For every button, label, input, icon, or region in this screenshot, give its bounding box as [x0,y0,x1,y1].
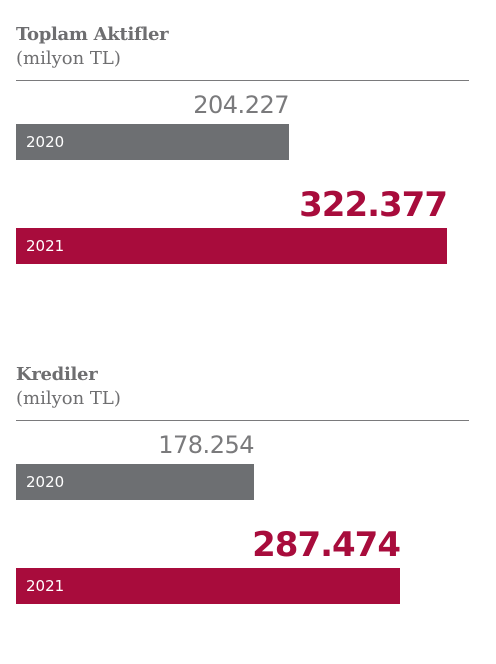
category-label-2021: 2021 [26,577,65,595]
value-label-2020: 204.227 [193,91,289,119]
category-label-2020: 2020 [26,473,65,491]
bar-plot: 178.254 2020 287.474 2021 [16,424,469,664]
value-label-2021: 322.377 [299,185,448,225]
chart-title: Krediler [16,364,98,385]
category-label-2021: 2021 [26,237,65,255]
value-label-2021: 287.474 [252,525,401,565]
chart-panel-toplam-aktifler: Toplam Aktifler (milyon TL) 204.227 2020 3… [16,24,469,324]
chart-unit: (milyon TL) [16,388,121,409]
divider-rule [16,80,469,81]
value-label-2020: 178.254 [158,431,254,459]
bar-2021: 2021 [16,568,400,604]
chart-unit: (milyon TL) [16,48,121,69]
bar-2021: 2021 [16,228,447,264]
bar-plot: 204.227 2020 322.377 2021 [16,84,469,324]
bar-2020: 2020 [16,464,254,500]
bar-2020: 2020 [16,124,289,160]
divider-rule [16,420,469,421]
chart-panel-krediler: Krediler (milyon TL) 178.254 2020 287.474 2… [16,364,469,664]
chart-title: Toplam Aktifler [16,24,169,45]
category-label-2020: 2020 [26,133,65,151]
